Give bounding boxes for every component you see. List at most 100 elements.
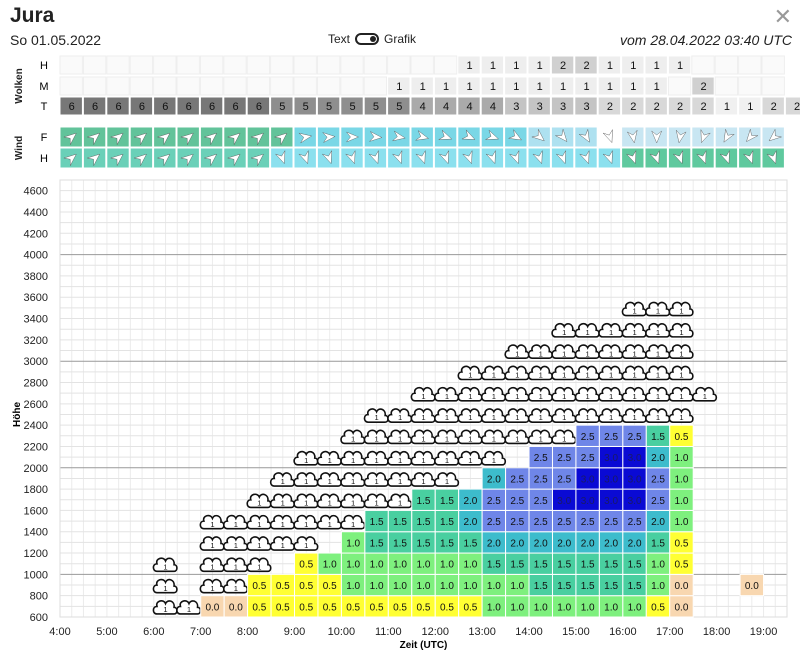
wind-arrow-icon	[134, 132, 147, 145]
cloud-cell-empty	[340, 55, 364, 75]
cloud-cell-value: 5	[303, 101, 309, 113]
value-cell-label: 2.5	[510, 474, 524, 485]
y-tick-label: 600	[30, 612, 48, 624]
cloud-cell	[153, 96, 177, 116]
y-tick-label: 2200	[24, 441, 48, 453]
y-tick-label: 2600	[24, 399, 48, 411]
x-tick-label: 12:00	[421, 626, 449, 638]
cloud-cell-value: 2	[607, 101, 613, 113]
x-tick-label: 11:00	[375, 626, 402, 638]
y-tick-label: 3600	[24, 292, 48, 304]
svg-text:1: 1	[656, 371, 660, 380]
view-toggle[interactable]: Text Grafik	[328, 32, 416, 46]
svg-text:1: 1	[562, 413, 566, 422]
cloud-cell-value: 1	[490, 60, 496, 72]
cloud-cell-value: 2	[771, 101, 777, 113]
cloud-icon: 1	[293, 514, 319, 530]
cloud-icon: 1	[316, 450, 342, 466]
wind-arrow-icon	[626, 150, 637, 165]
cloud-icon: 1	[269, 493, 295, 509]
cloud-cell-value: 5	[326, 101, 332, 113]
cloud-icon: 1	[480, 429, 507, 445]
cloud-icon: 1	[668, 408, 694, 423]
value-cell-label: 2.0	[463, 517, 477, 528]
cloud-cell	[527, 55, 551, 75]
cloud-cell-value: 6	[69, 101, 75, 113]
wind-arrow-icon	[415, 150, 426, 165]
wind-arrow-icon	[486, 150, 496, 165]
x-tick-label: 9:00	[284, 626, 305, 638]
cloud-cell-empty	[761, 76, 785, 96]
svg-text:1: 1	[304, 499, 308, 508]
cloud-cell-value: 6	[186, 101, 192, 113]
cloud-icon: 1	[387, 408, 413, 423]
wind-arrow-icon	[651, 130, 662, 144]
cloud-icon: 1	[504, 344, 530, 359]
cloud-cell-empty	[106, 55, 130, 75]
wind-arrow-icon	[627, 130, 638, 144]
y-tick-label: 3800	[24, 271, 48, 283]
wind-arrow-icon	[743, 150, 754, 165]
cloud-icon: 1	[152, 578, 178, 594]
cloud-section-label: Wolken	[14, 68, 25, 103]
page-title: Jura	[10, 4, 55, 27]
toggle-switch[interactable]	[355, 33, 380, 45]
svg-text:1: 1	[398, 413, 402, 422]
value-cell-label: 1.5	[651, 538, 665, 549]
value-cell-label: 1.5	[581, 560, 595, 571]
cloud-icon: 1	[363, 472, 389, 487]
value-cell-label: 0.5	[346, 602, 360, 613]
wind-arrow-icon	[110, 153, 124, 166]
value-cell-label: 0.5	[393, 602, 407, 613]
cloud-cell-empty	[199, 76, 224, 96]
value-cell-label: 1.0	[463, 560, 477, 571]
cloud-cell-empty	[59, 76, 83, 96]
svg-text:1: 1	[656, 328, 660, 337]
cloud-icon: 1	[199, 578, 225, 594]
wind-arrow-icon	[392, 130, 406, 142]
value-cell-label: 1.5	[651, 432, 665, 443]
svg-text:1: 1	[210, 520, 214, 529]
cloud-icon: 1	[222, 578, 249, 594]
value-cell-label: 0.5	[252, 581, 266, 592]
wind-arrow-icon	[110, 132, 124, 145]
cloud-cell	[457, 76, 481, 96]
value-cell	[739, 573, 765, 597]
cloud-cell	[597, 76, 622, 96]
cloud-icon: 1	[504, 386, 530, 402]
svg-text:1: 1	[609, 371, 613, 380]
cloud-cell-value: 5	[396, 101, 402, 113]
x-tick-label: 16:00	[609, 626, 637, 638]
cloud-cell-value: 1	[677, 60, 683, 72]
svg-text:1: 1	[210, 584, 214, 593]
value-cell-label: 1.0	[487, 602, 501, 613]
cloud-cell-value: 1	[537, 81, 543, 93]
value-cell-label: 0.5	[675, 560, 689, 571]
svg-text:1: 1	[632, 328, 636, 337]
cloud-cell-value: 1	[396, 81, 402, 93]
wind-arrow-icon	[369, 150, 379, 165]
value-cell-label: 3.0	[628, 474, 642, 485]
wind-arrow-icon	[579, 129, 590, 143]
cloud-icon: 1	[598, 344, 624, 359]
value-cell-label: 0.0	[675, 581, 689, 592]
cloud-icon: 1	[457, 408, 483, 423]
cloud-icon: 1	[269, 472, 295, 487]
cloud-cell-value: 2	[654, 101, 660, 113]
cloud-cell-empty	[59, 55, 83, 75]
cloud-cell-empty	[410, 55, 434, 75]
cloud-row-label: H	[40, 60, 48, 72]
cloud-cell	[550, 76, 575, 96]
value-cell-label: 1.5	[393, 538, 407, 549]
wind-arrow-icon	[251, 153, 264, 166]
x-tick-label: 15:00	[562, 626, 590, 638]
cloud-cell-empty	[340, 76, 364, 96]
close-icon[interactable]: ✕	[773, 4, 792, 29]
wind-arrow-icon	[322, 150, 332, 165]
y-tick-label: 3200	[24, 335, 48, 347]
cloud-cell-value: 6	[162, 101, 168, 113]
svg-text:1: 1	[257, 541, 261, 550]
svg-text:1: 1	[468, 371, 472, 380]
svg-text:1: 1	[234, 562, 238, 571]
value-cell-label: 1.0	[510, 581, 524, 592]
